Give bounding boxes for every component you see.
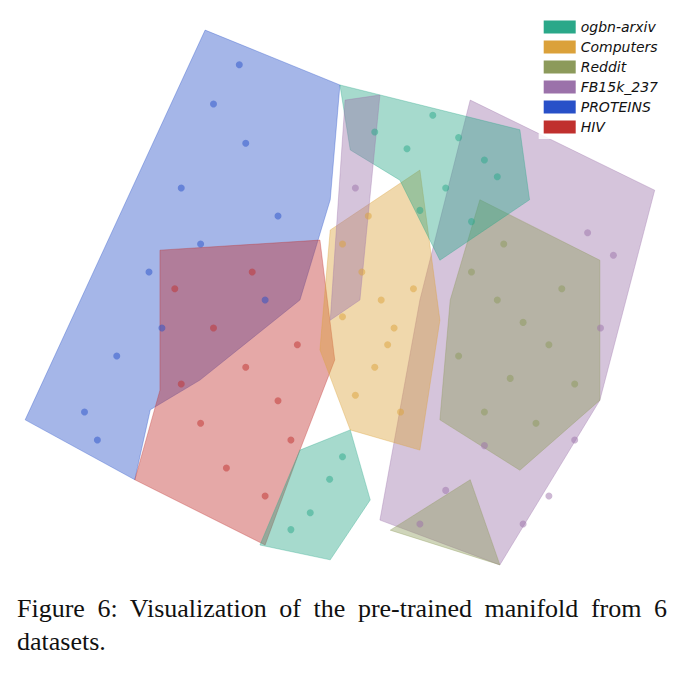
svg-text:Computers: Computers xyxy=(581,39,658,55)
svg-text:FB15k_237: FB15k_237 xyxy=(581,79,658,95)
svg-text:ogbn-arxiv: ogbn-arxiv xyxy=(581,19,657,35)
svg-text:PROTEINS: PROTEINS xyxy=(581,99,651,115)
svg-text:HIV: HIV xyxy=(581,119,607,135)
svg-text:Reddit: Reddit xyxy=(581,59,627,75)
html-text:Figure 6: Visualization of the: Figure 6: Visualization of the pre-train… xyxy=(17,594,667,656)
